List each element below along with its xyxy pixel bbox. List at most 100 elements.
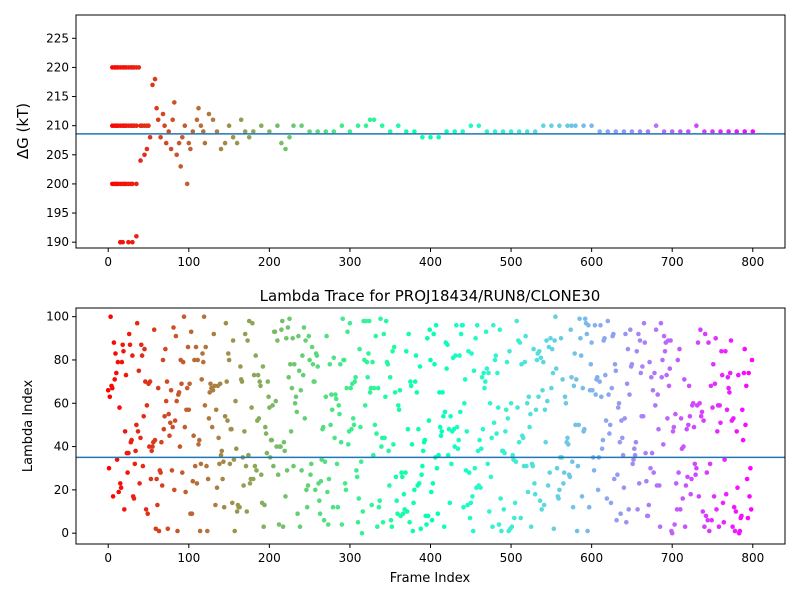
data-point bbox=[259, 123, 264, 128]
data-point bbox=[413, 353, 419, 358]
data-point bbox=[560, 377, 565, 382]
data-point bbox=[474, 323, 480, 328]
data-point bbox=[693, 472, 698, 478]
data-point bbox=[382, 435, 387, 441]
data-point bbox=[557, 487, 562, 493]
data-point bbox=[386, 448, 391, 454]
data-point bbox=[126, 450, 131, 456]
data-point bbox=[452, 129, 458, 134]
x-tick-label: 0 bbox=[104, 551, 112, 565]
data-point bbox=[739, 513, 744, 519]
data-point bbox=[154, 105, 159, 111]
data-point bbox=[130, 239, 135, 245]
data-point bbox=[602, 336, 607, 341]
data-point bbox=[251, 476, 256, 482]
data-point bbox=[507, 349, 512, 354]
data-point bbox=[557, 123, 562, 128]
data-point bbox=[542, 407, 548, 413]
data-point bbox=[528, 411, 533, 417]
data-point bbox=[613, 129, 619, 134]
data-point bbox=[186, 407, 192, 413]
data-point bbox=[427, 327, 433, 333]
data-point bbox=[291, 123, 296, 128]
data-point bbox=[107, 394, 113, 400]
data-point bbox=[439, 429, 445, 434]
data-point bbox=[741, 370, 747, 376]
data-point bbox=[719, 372, 725, 378]
data-point bbox=[146, 123, 151, 128]
data-point bbox=[425, 513, 431, 519]
data-point bbox=[130, 181, 135, 187]
lambda-y-axis-label: Lambda Index bbox=[21, 380, 36, 473]
data-point bbox=[625, 346, 631, 352]
data-point bbox=[206, 416, 212, 421]
data-point bbox=[520, 435, 526, 441]
data-point bbox=[388, 517, 394, 523]
data-point bbox=[409, 442, 415, 447]
data-point bbox=[189, 511, 195, 516]
data-point bbox=[695, 340, 701, 345]
data-point bbox=[185, 344, 191, 350]
data-point bbox=[653, 327, 659, 333]
data-point bbox=[303, 338, 308, 343]
data-point bbox=[416, 426, 421, 432]
data-point bbox=[125, 470, 130, 475]
data-point bbox=[152, 76, 158, 82]
data-point bbox=[393, 474, 399, 480]
data-point bbox=[434, 465, 440, 471]
y-tick-label: 225 bbox=[46, 31, 69, 45]
data-point bbox=[544, 338, 549, 343]
data-point bbox=[463, 468, 469, 473]
data-point bbox=[270, 403, 275, 408]
data-point bbox=[585, 528, 590, 534]
data-point bbox=[348, 385, 354, 391]
data-point bbox=[608, 500, 614, 506]
data-point bbox=[586, 504, 592, 510]
data-point bbox=[281, 439, 287, 445]
data-point bbox=[552, 338, 557, 343]
data-point bbox=[136, 368, 142, 374]
data-point bbox=[246, 318, 252, 324]
data-point bbox=[728, 338, 734, 343]
data-point bbox=[705, 517, 710, 523]
data-point bbox=[119, 359, 125, 365]
data-point bbox=[229, 426, 234, 432]
data-point bbox=[491, 323, 496, 328]
data-point bbox=[159, 483, 165, 488]
data-point bbox=[600, 437, 606, 443]
data-point bbox=[156, 528, 162, 534]
data-point bbox=[122, 507, 127, 512]
data-point bbox=[519, 362, 524, 367]
data-point bbox=[629, 362, 635, 367]
data-point bbox=[246, 135, 252, 140]
data-point bbox=[454, 424, 460, 430]
data-point bbox=[373, 333, 379, 339]
data-point bbox=[148, 476, 154, 482]
data-point bbox=[746, 370, 751, 376]
data-point bbox=[477, 437, 482, 443]
y-tick-label: 205 bbox=[46, 148, 69, 162]
data-point bbox=[280, 318, 285, 324]
data-point bbox=[265, 379, 271, 384]
data-point bbox=[258, 383, 263, 389]
data-point bbox=[345, 329, 350, 335]
data-point bbox=[470, 494, 475, 499]
data-point bbox=[590, 388, 595, 393]
data-point bbox=[692, 461, 698, 467]
data-point bbox=[387, 483, 392, 488]
data-point bbox=[492, 129, 498, 134]
data-point bbox=[113, 351, 118, 356]
data-point bbox=[118, 485, 124, 491]
data-point bbox=[505, 416, 511, 421]
data-point bbox=[287, 135, 292, 140]
data-point bbox=[404, 129, 409, 134]
data-point bbox=[180, 135, 185, 140]
data-point bbox=[131, 496, 137, 501]
x-tick-label: 300 bbox=[338, 551, 361, 565]
data-point bbox=[282, 448, 288, 454]
data-point bbox=[299, 468, 304, 473]
data-point bbox=[707, 461, 713, 467]
data-point bbox=[210, 388, 216, 393]
data-point bbox=[284, 468, 290, 473]
data-point bbox=[480, 426, 486, 432]
